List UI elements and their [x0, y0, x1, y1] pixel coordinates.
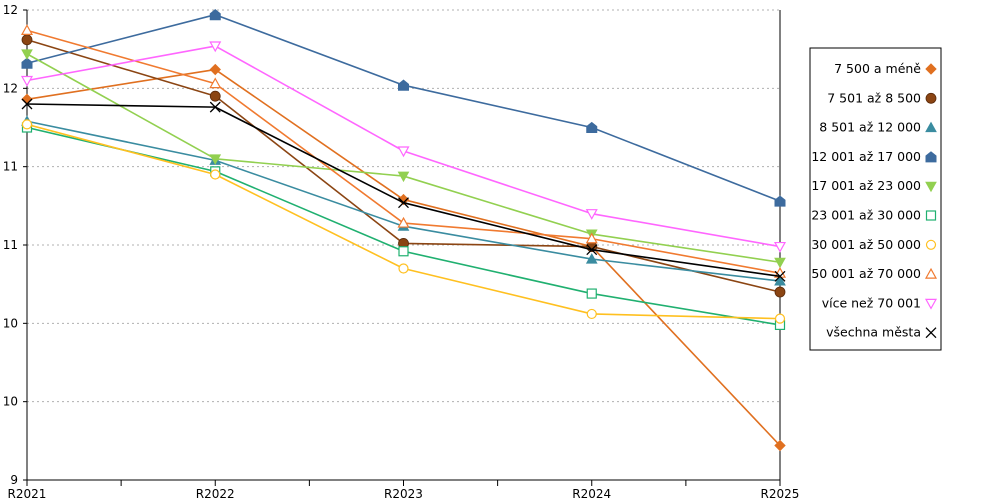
- x-tick-label: R2025: [761, 487, 800, 500]
- legend-label: 12 001 až 17 000: [811, 149, 921, 164]
- data-point: [20, 75, 34, 87]
- data-point: [398, 197, 409, 209]
- legend-item: 50 001 až 70 000: [811, 266, 938, 281]
- legend-label: 8 501 až 12 000: [819, 120, 921, 135]
- legend: 7 500 a méně 7 501 až 8 500 8 501 až 12 00…: [809, 47, 942, 351]
- series-7: [21, 119, 786, 324]
- grid-lines: [27, 9, 780, 403]
- legend-item: 7 500 a méně: [834, 61, 937, 76]
- series-1: [21, 63, 786, 452]
- legend-label: 7 500 a méně: [834, 61, 921, 76]
- data-point: [209, 63, 221, 76]
- data-point: [20, 24, 34, 35]
- series-line: [26, 45, 781, 248]
- legend-label: 7 501 až 8 500: [827, 90, 921, 105]
- legend-box: [809, 47, 942, 351]
- legend-marker: [924, 298, 938, 310]
- data-point: [397, 171, 410, 183]
- legend-label: 17 001 až 23 000: [811, 178, 921, 193]
- data-point: [209, 154, 222, 165]
- legend-item: více než 70 001: [822, 295, 938, 310]
- data-point: [585, 209, 598, 220]
- legend-label: 50 001 až 70 000: [811, 266, 921, 281]
- series-9: [20, 41, 787, 253]
- y-tick-label: 12: [3, 3, 18, 17]
- data-point: [209, 9, 221, 21]
- data-point: [774, 439, 786, 452]
- data-point: [210, 169, 221, 180]
- legend-label: 30 001 až 50 000: [811, 237, 921, 252]
- legend-marker: [924, 267, 938, 279]
- legend-marker: [925, 239, 937, 250]
- series-line: [26, 68, 781, 447]
- data-point: [774, 270, 786, 282]
- x-tick-label: R2021: [8, 487, 47, 500]
- data-point: [209, 101, 221, 113]
- legend-marker: [925, 327, 937, 339]
- data-point: [21, 93, 33, 106]
- y-tick-label: 11: [3, 160, 18, 174]
- legend-label: více než 70 001: [822, 295, 921, 310]
- data-point: [209, 77, 222, 89]
- legend-marker: [925, 92, 937, 104]
- data-point: [21, 34, 33, 46]
- legend-item: 12 001 až 17 000: [811, 149, 937, 164]
- data-point: [774, 313, 786, 324]
- data-point: [586, 308, 597, 320]
- series-10: [21, 98, 786, 282]
- data-point: [21, 57, 33, 69]
- legend-marker: [925, 121, 937, 133]
- legend-item: 17 001 až 23 000: [811, 178, 937, 193]
- data-point: [21, 98, 33, 110]
- data-point: [209, 41, 222, 53]
- data-point: [586, 288, 597, 299]
- data-point: [586, 244, 598, 256]
- data-point: [586, 121, 598, 133]
- legend-item: 30 001 až 50 000: [811, 237, 937, 252]
- y-tick-label: 9: [10, 473, 18, 487]
- data-point: [398, 246, 409, 257]
- data-point: [398, 263, 409, 274]
- legend-marker: [925, 181, 937, 193]
- x-tick-label: R2022: [196, 487, 235, 500]
- data-point: [585, 232, 598, 244]
- data-point: [21, 49, 33, 60]
- y-tick-label: 10: [3, 395, 18, 409]
- legend-item: všechna města: [826, 325, 937, 340]
- legend-item: 7 501 až 8 500: [827, 90, 937, 105]
- legend-marker: [925, 210, 937, 221]
- legend-label: všechna města: [826, 325, 921, 340]
- series-5: [21, 49, 786, 269]
- data-point: [774, 286, 786, 298]
- y-tick-label: 12: [3, 81, 18, 95]
- y-tick-label: 11: [3, 238, 18, 252]
- data-point: [773, 241, 787, 253]
- x-tick-label: R2024: [572, 487, 611, 500]
- data-point: [397, 216, 410, 228]
- series-8: [20, 24, 787, 278]
- data-point: [209, 90, 221, 102]
- data-point: [774, 275, 786, 286]
- data-point: [398, 79, 409, 91]
- series-2: [21, 34, 786, 298]
- data-point: [397, 146, 410, 158]
- legend-label: 23 001 až 30 000: [811, 208, 921, 223]
- legend-marker: [925, 151, 937, 163]
- x-tick-label: R2023: [384, 487, 423, 500]
- data-point: [774, 195, 786, 207]
- data-point: [21, 119, 33, 130]
- y-tick-label: 10: [3, 316, 18, 330]
- legend-marker: [925, 63, 937, 75]
- series-4: [21, 9, 786, 207]
- data-point: [774, 257, 786, 269]
- series-layer: [20, 9, 787, 452]
- legend-item: 23 001 až 30 000: [811, 208, 937, 223]
- legend-item: 8 501 až 12 000: [819, 120, 937, 135]
- data-point: [585, 253, 598, 264]
